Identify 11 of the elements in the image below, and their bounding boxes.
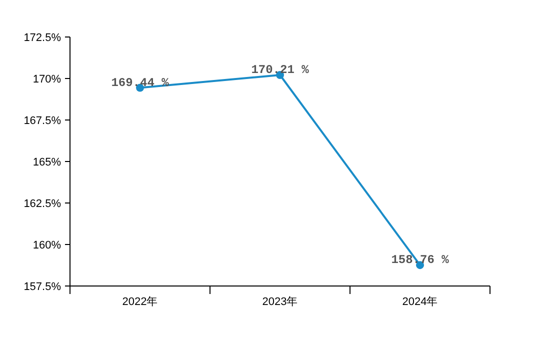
y-tick-label: 162.5% (24, 198, 62, 210)
y-tick-label: 160% (32, 240, 62, 252)
y-tick-label: 157.5% (24, 281, 62, 293)
x-tick-label: 2022年 (122, 296, 158, 308)
data-label: 170.21 % (251, 63, 310, 78)
y-tick-label: 172.5% (24, 32, 62, 44)
x-tick-label: 2024年 (402, 296, 438, 308)
y-tick-label: 167.5% (24, 115, 62, 127)
y-tick-label: 165% (32, 156, 62, 168)
x-tick-label: 2023年 (262, 296, 298, 308)
y-tick-label: 170% (32, 74, 62, 86)
